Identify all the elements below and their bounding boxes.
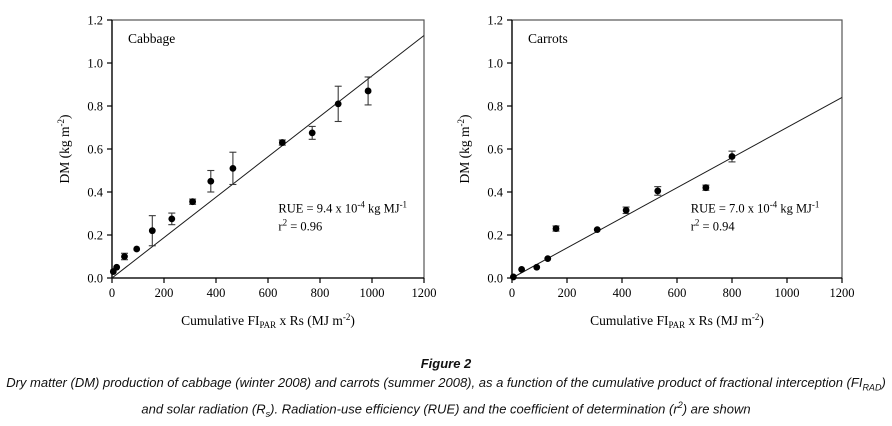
r2-annotation: r2 = 0.94 bbox=[691, 217, 736, 233]
axes bbox=[511, 20, 842, 279]
svg-text:0.2: 0.2 bbox=[487, 229, 503, 243]
y-axis-label: DM (kg m-2) bbox=[56, 115, 72, 184]
svg-text:1200: 1200 bbox=[412, 286, 437, 300]
svg-text:0: 0 bbox=[109, 286, 115, 300]
svg-text:1.0: 1.0 bbox=[487, 57, 503, 71]
caption-body: Dry matter (DM) production of cabbage (w… bbox=[6, 375, 886, 419]
caption-title: Figure 2 bbox=[420, 356, 472, 371]
figure-caption: Figure 2 Dry matter (DM) production of c… bbox=[0, 356, 892, 423]
svg-text:0.8: 0.8 bbox=[87, 100, 103, 114]
regression-line bbox=[111, 35, 425, 279]
svg-text:1200: 1200 bbox=[830, 286, 855, 300]
rue-annotation: RUE = 7.0 x 10-4 kg MJ-1 bbox=[691, 199, 820, 215]
y-axis-label: DM (kg m-2) bbox=[456, 115, 472, 184]
axes bbox=[111, 20, 424, 279]
svg-text:0.6: 0.6 bbox=[87, 143, 103, 157]
svg-text:200: 200 bbox=[558, 286, 577, 300]
data-points bbox=[109, 87, 372, 275]
svg-text:0.0: 0.0 bbox=[487, 272, 503, 286]
svg-text:0.4: 0.4 bbox=[487, 186, 503, 200]
carrots-plot: 0 200 400 600 800 1000 1200 0.0 0.2 0.4 0.6 0.8 1.0 1… bbox=[456, 14, 855, 331]
svg-text:200: 200 bbox=[155, 286, 174, 300]
svg-text:600: 600 bbox=[668, 286, 687, 300]
cabbage-chart: 0 200 400 600 800 1000 1200 0.0 0.2 0.4 0.6 0.8 1.0 1… bbox=[0, 0, 446, 350]
svg-text:400: 400 bbox=[207, 286, 226, 300]
chart-title: Carrots bbox=[528, 31, 568, 46]
svg-text:800: 800 bbox=[311, 286, 330, 300]
svg-text:0.6: 0.6 bbox=[487, 143, 503, 157]
chart-title: Cabbage bbox=[128, 31, 175, 46]
charts-row: 0 200 400 600 800 1000 1200 0.0 0.2 0.4 0.6 0.8 1.0 1… bbox=[0, 0, 892, 350]
svg-text:0.0: 0.0 bbox=[87, 272, 103, 286]
svg-text:0: 0 bbox=[509, 286, 515, 300]
svg-text:600: 600 bbox=[259, 286, 278, 300]
cabbage-plot: 0 200 400 600 800 1000 1200 0.0 0.2 0.4 0.6 0.8 1.0 1… bbox=[56, 14, 437, 331]
x-axis-label: Cumulative FIPAR x Rs (MJ m-2) bbox=[590, 312, 764, 330]
rue-annotation: RUE = 9.4 x 10-4 kg MJ-1 bbox=[278, 199, 407, 215]
plot-box bbox=[511, 19, 843, 279]
svg-text:0.2: 0.2 bbox=[87, 229, 103, 243]
x-axis-label: Cumulative FIPAR x Rs (MJ m-2) bbox=[181, 312, 355, 330]
svg-text:1.2: 1.2 bbox=[487, 14, 503, 28]
data-points bbox=[509, 153, 736, 281]
tick-labels: 0 200 400 600 800 1000 1200 0.0 0.2 0.4 0.6 0.8 1.0 1… bbox=[87, 14, 436, 301]
svg-text:400: 400 bbox=[613, 286, 632, 300]
plot-box bbox=[111, 19, 425, 279]
error-bars bbox=[120, 76, 372, 261]
tick-labels: 0 200 400 600 800 1000 1200 0.0 0.2 0.4 0.6 0.8 1.0 1… bbox=[487, 14, 854, 301]
svg-text:1000: 1000 bbox=[775, 286, 800, 300]
svg-text:0.4: 0.4 bbox=[87, 186, 103, 200]
regression-line bbox=[511, 96, 843, 279]
svg-text:1000: 1000 bbox=[360, 286, 385, 300]
svg-text:800: 800 bbox=[723, 286, 742, 300]
svg-text:0.8: 0.8 bbox=[487, 100, 503, 114]
r2-annotation: r2 = 0.96 bbox=[278, 217, 322, 233]
carrots-chart: 0 200 400 600 800 1000 1200 0.0 0.2 0.4 0.6 0.8 1.0 1… bbox=[446, 0, 892, 350]
svg-text:1.0: 1.0 bbox=[87, 57, 103, 71]
svg-text:1.2: 1.2 bbox=[87, 14, 103, 28]
